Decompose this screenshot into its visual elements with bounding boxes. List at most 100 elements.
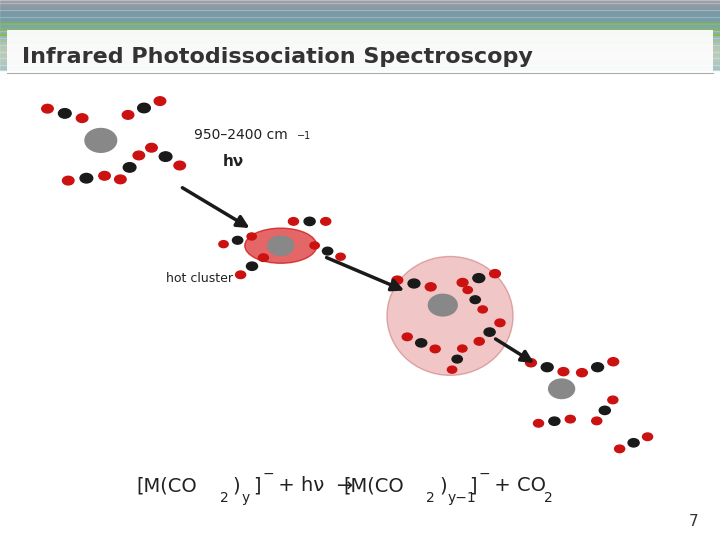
Bar bbox=[0, 14, 720, 15]
Bar bbox=[0, 50, 720, 51]
Bar bbox=[0, 69, 720, 70]
Circle shape bbox=[154, 97, 166, 105]
Text: −: − bbox=[263, 467, 274, 481]
Bar bbox=[0, 22, 720, 23]
Circle shape bbox=[289, 218, 299, 225]
Circle shape bbox=[452, 355, 462, 363]
Circle shape bbox=[258, 254, 269, 261]
Bar bbox=[0, 66, 720, 68]
Circle shape bbox=[526, 359, 536, 367]
Bar bbox=[0, 37, 720, 39]
Bar bbox=[0, 52, 720, 54]
Circle shape bbox=[565, 415, 575, 423]
Circle shape bbox=[474, 338, 485, 345]
Bar bbox=[0, 55, 720, 56]
Circle shape bbox=[534, 420, 544, 427]
Bar bbox=[0, 57, 720, 58]
Circle shape bbox=[85, 129, 117, 152]
Bar bbox=[0, 26, 720, 27]
Text: 7: 7 bbox=[689, 514, 698, 529]
Text: 2: 2 bbox=[426, 491, 434, 505]
Circle shape bbox=[484, 328, 495, 336]
FancyBboxPatch shape bbox=[7, 30, 713, 73]
Circle shape bbox=[76, 114, 88, 123]
Circle shape bbox=[428, 294, 457, 316]
Circle shape bbox=[470, 296, 480, 303]
Bar bbox=[0, 65, 720, 67]
Circle shape bbox=[608, 396, 618, 404]
Circle shape bbox=[490, 269, 500, 278]
Circle shape bbox=[219, 241, 228, 248]
Bar bbox=[0, 31, 720, 33]
Text: + hν  →: + hν → bbox=[272, 476, 359, 495]
Circle shape bbox=[577, 369, 588, 377]
Circle shape bbox=[408, 279, 420, 288]
Text: ): ) bbox=[233, 476, 240, 495]
Bar bbox=[0, 27, 720, 28]
Circle shape bbox=[447, 366, 456, 373]
Circle shape bbox=[304, 217, 315, 226]
Bar bbox=[0, 48, 720, 49]
Bar bbox=[0, 33, 720, 34]
Bar bbox=[0, 68, 720, 69]
Circle shape bbox=[145, 144, 157, 152]
Circle shape bbox=[549, 417, 560, 426]
Bar bbox=[0, 51, 720, 53]
Circle shape bbox=[642, 433, 652, 441]
Bar bbox=[0, 16, 720, 17]
Circle shape bbox=[138, 103, 150, 113]
Text: 2: 2 bbox=[220, 491, 228, 505]
Circle shape bbox=[549, 379, 575, 399]
Text: [M(CO: [M(CO bbox=[137, 476, 197, 495]
Circle shape bbox=[320, 218, 330, 225]
Circle shape bbox=[122, 111, 134, 119]
Circle shape bbox=[63, 176, 74, 185]
Circle shape bbox=[558, 368, 569, 376]
Bar bbox=[0, 64, 720, 65]
Bar bbox=[0, 1, 720, 2]
Bar bbox=[0, 20, 720, 21]
Circle shape bbox=[58, 109, 71, 118]
Circle shape bbox=[415, 339, 427, 347]
Ellipse shape bbox=[245, 228, 317, 263]
Circle shape bbox=[235, 271, 246, 279]
Bar bbox=[0, 0, 720, 1]
Bar bbox=[0, 9, 720, 10]
Circle shape bbox=[426, 283, 436, 291]
Text: + CO: + CO bbox=[488, 476, 546, 495]
Ellipse shape bbox=[387, 256, 513, 375]
Circle shape bbox=[608, 357, 618, 366]
Bar bbox=[0, 60, 720, 61]
Circle shape bbox=[247, 233, 256, 240]
Text: [M(CO: [M(CO bbox=[343, 476, 404, 495]
Circle shape bbox=[114, 175, 126, 184]
Bar bbox=[0, 28, 720, 29]
Bar bbox=[0, 40, 720, 41]
Bar bbox=[0, 5, 720, 6]
Circle shape bbox=[430, 345, 440, 353]
Bar bbox=[0, 35, 720, 36]
Circle shape bbox=[473, 274, 485, 282]
Circle shape bbox=[628, 438, 639, 447]
Circle shape bbox=[159, 152, 172, 161]
Circle shape bbox=[336, 253, 346, 260]
Circle shape bbox=[402, 333, 413, 341]
Bar bbox=[0, 34, 720, 35]
Bar bbox=[0, 25, 720, 26]
Text: ]: ] bbox=[469, 476, 477, 495]
Circle shape bbox=[233, 237, 243, 244]
Circle shape bbox=[99, 172, 110, 180]
Bar bbox=[0, 4, 720, 5]
Bar bbox=[0, 12, 720, 13]
Text: 950–2400 cm: 950–2400 cm bbox=[194, 128, 288, 142]
Bar bbox=[0, 36, 720, 37]
Circle shape bbox=[268, 236, 294, 255]
Bar bbox=[0, 8, 720, 9]
Circle shape bbox=[478, 306, 487, 313]
Text: −1: −1 bbox=[297, 131, 312, 141]
Bar bbox=[0, 47, 720, 48]
Circle shape bbox=[592, 363, 603, 372]
Circle shape bbox=[133, 151, 145, 160]
Bar bbox=[0, 18, 720, 19]
Circle shape bbox=[592, 417, 602, 424]
